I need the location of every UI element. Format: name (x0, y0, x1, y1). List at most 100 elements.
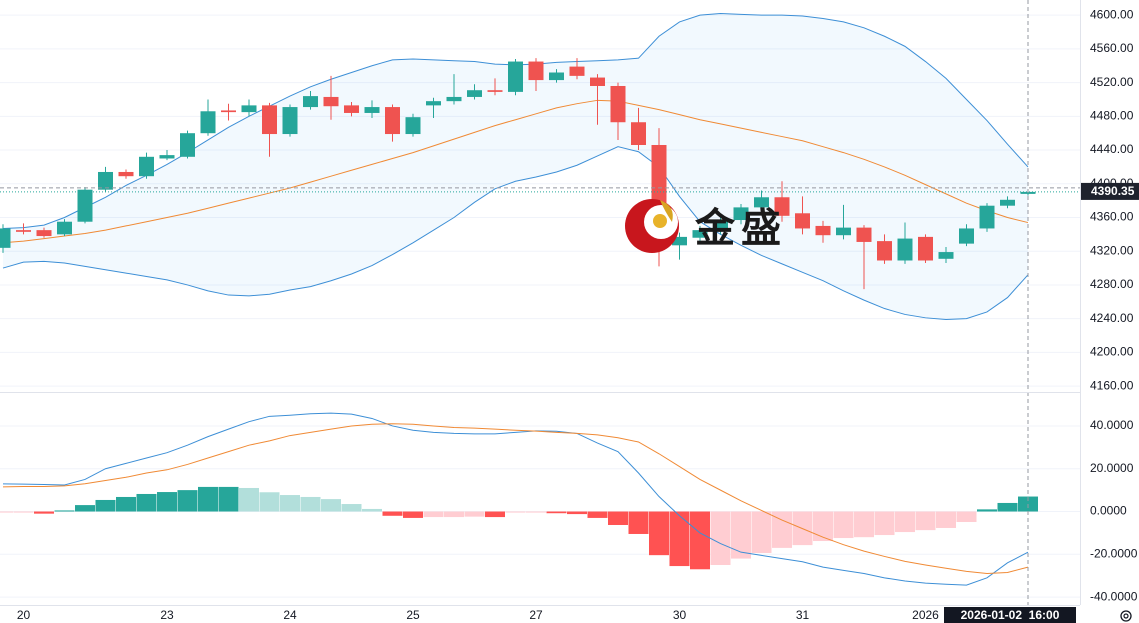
candle-body (631, 122, 646, 145)
y-tick-label: 4240.00 (1090, 311, 1134, 325)
histogram-bar (690, 511, 710, 570)
histogram-bar (813, 511, 833, 542)
logo-gold (653, 214, 667, 228)
histogram-bar (567, 511, 587, 515)
histogram-bar (218, 486, 239, 512)
y-tick-label: -40.0000 (1090, 589, 1138, 603)
gear-core[interactable] (1123, 613, 1129, 619)
candle-body (57, 221, 72, 235)
candle-body (815, 225, 831, 236)
crosshair-time-label: 2026-01-02 16:00 (961, 608, 1060, 622)
histogram-bar (280, 495, 300, 512)
histogram-bar (628, 511, 649, 534)
candle-body (241, 105, 257, 113)
candle-body (0, 228, 11, 248)
candle-body (385, 107, 400, 135)
histogram-bar (915, 511, 936, 531)
candle-body (221, 110, 236, 113)
candle-body (528, 61, 544, 81)
histogram-bar (362, 508, 382, 512)
histogram-bar (382, 511, 403, 516)
x-tick-label: 25 (406, 608, 420, 622)
histogram-bar (198, 486, 218, 512)
candle-body (446, 96, 462, 102)
y-tick-label: 4320.00 (1090, 243, 1134, 257)
candle-body (303, 96, 318, 108)
candle-body (180, 133, 195, 157)
candle-body (856, 227, 872, 242)
histogram-bar (177, 490, 198, 512)
candle-body (897, 238, 913, 261)
candle-body (836, 227, 851, 236)
candle-body (426, 101, 441, 106)
candle-body (159, 155, 175, 159)
histogram-bar (321, 499, 341, 512)
candle-body (262, 105, 277, 135)
candle-body (610, 85, 626, 123)
histogram-bar (239, 487, 259, 512)
candle-body (979, 205, 995, 229)
candle-body (282, 107, 298, 135)
x-tick-label: 2026 (912, 608, 939, 622)
x-tick-label: 27 (529, 608, 543, 622)
histogram-bar (833, 511, 854, 539)
price-axis-bg (1080, 0, 1139, 623)
histogram-bar (874, 511, 895, 536)
histogram-bar (997, 502, 1018, 512)
y-tick-label: 40.0000 (1090, 418, 1134, 432)
histogram-bar (34, 511, 54, 514)
candle-body (200, 111, 216, 134)
y-tick-label: 0.0000 (1090, 504, 1127, 518)
gear[interactable] (1120, 610, 1132, 622)
y-tick-label: 20.0000 (1090, 461, 1134, 475)
histogram-bar (485, 511, 505, 518)
histogram-bar (751, 511, 772, 554)
candle-body (323, 96, 339, 107)
candle-body (508, 61, 523, 92)
candle-body (118, 171, 134, 177)
candle-body (590, 77, 605, 86)
histogram-bar (546, 511, 567, 514)
indicator-line (2, 146, 1029, 321)
candle-body (959, 228, 974, 244)
candle-body (16, 230, 31, 232)
histogram-bar (423, 511, 444, 518)
y-tick-label: 4280.00 (1090, 277, 1134, 291)
indicator-line (2, 99, 1029, 244)
histogram-bar (95, 499, 116, 512)
candle-body (795, 213, 810, 229)
candle-body (549, 72, 564, 81)
candle-body (77, 189, 93, 222)
histogram-bar (0, 511, 13, 513)
histogram-bar (731, 511, 751, 559)
candle-body (36, 230, 52, 237)
candle-body (692, 230, 708, 238)
settings-icon[interactable] (1120, 610, 1132, 622)
candle-body (1000, 199, 1015, 206)
histogram-bar (587, 511, 608, 518)
y-tick-label: 4480.00 (1090, 109, 1134, 123)
histogram-bar (977, 509, 997, 512)
y-tick-label: 4560.00 (1090, 41, 1134, 55)
candle-body (364, 107, 380, 113)
candle-body (733, 207, 749, 221)
candle-body (774, 197, 790, 216)
histogram-bar (259, 492, 280, 512)
y-tick-label: 4200.00 (1090, 345, 1134, 359)
candle-body (405, 117, 421, 135)
candle-body (877, 241, 892, 261)
x-tick-label: 24 (283, 608, 297, 622)
candle-body (672, 236, 687, 246)
histogram-bar (444, 511, 464, 518)
histogram-bar (608, 511, 628, 525)
candle-body (139, 156, 154, 177)
histogram-bar (300, 496, 321, 512)
candle-body (467, 90, 482, 97)
watermark: 金盛 (694, 206, 787, 251)
y-tick-label: 4520.00 (1090, 75, 1134, 89)
histogram-bar (505, 511, 526, 513)
candle-body (918, 236, 933, 261)
candle-body (713, 220, 728, 231)
